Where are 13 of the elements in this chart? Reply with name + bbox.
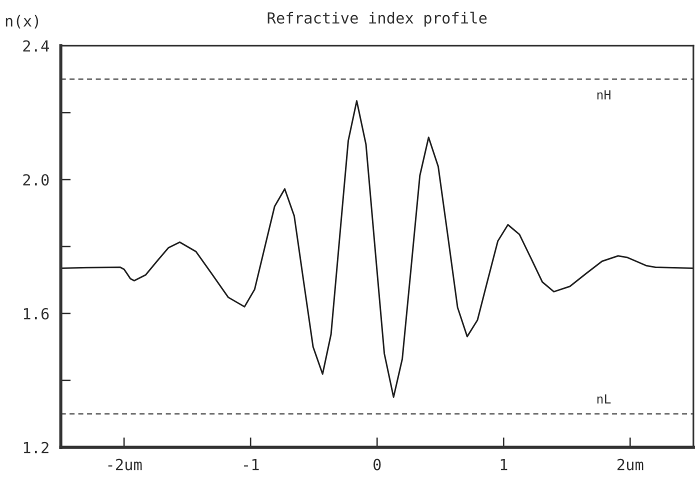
x-tick-label: 2um bbox=[617, 458, 644, 470]
x-tick-label: 1 bbox=[500, 458, 508, 470]
x-tick-label: 0 bbox=[374, 458, 381, 470]
y-tick-label: 2.4 bbox=[23, 40, 49, 52]
chart-title: Refractive index profile bbox=[268, 12, 487, 27]
y-tick-label: 1.2 bbox=[24, 442, 48, 454]
ref-line-label: nH bbox=[597, 90, 610, 100]
ref-line-label: nL bbox=[597, 394, 611, 404]
x-tick-label: -1 bbox=[244, 458, 259, 470]
x-tick-label: -2um bbox=[108, 458, 142, 470]
y-tick-label: 2.0 bbox=[23, 174, 49, 186]
y-tick-label: 1.6 bbox=[24, 308, 49, 320]
y-axis-title: n(x) bbox=[6, 14, 38, 28]
